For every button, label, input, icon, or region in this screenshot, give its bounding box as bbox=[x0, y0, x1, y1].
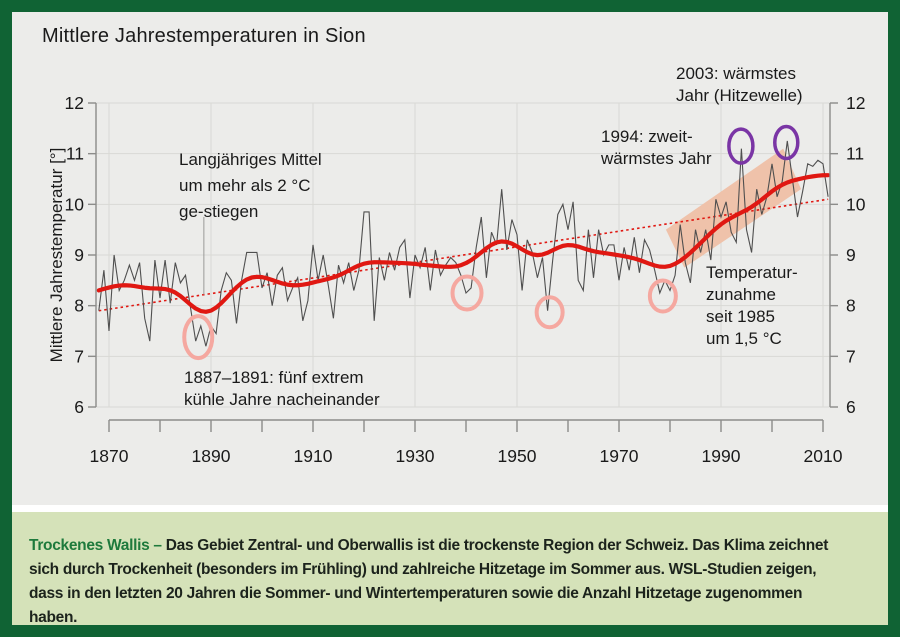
footer-text: Trockenes Wallis – Das Gebiet Zentral- u… bbox=[29, 534, 841, 630]
highlight-circle bbox=[773, 124, 800, 161]
y-tick-label-right: 9 bbox=[846, 245, 856, 265]
x-tick-label: 1990 bbox=[702, 446, 741, 466]
y-tick-label-left: 10 bbox=[65, 194, 85, 214]
trend-line bbox=[98, 198, 829, 312]
chart-title: Mittlere Jahrestemperaturen in Sion bbox=[42, 25, 366, 47]
annotation-warmest-2003: 2003: wärmstes Jahr (Hitzewelle) bbox=[676, 63, 803, 107]
x-tick-label: 2010 bbox=[804, 446, 843, 466]
annotation-line: Temperatur- bbox=[706, 263, 798, 282]
y-tick-label-left: 8 bbox=[74, 296, 84, 316]
highlight-circle bbox=[534, 295, 565, 330]
annotation-line: seit 1985 bbox=[706, 307, 775, 326]
annotation-line: 1994: zweit- bbox=[601, 127, 693, 146]
x-tick-label: 1890 bbox=[192, 446, 231, 466]
annotation-second-warmest-1994: 1994: zweit- wärmstes Jahr bbox=[601, 126, 712, 170]
footer-body: Das Gebiet Zentral- und Oberwallis ist d… bbox=[29, 537, 829, 626]
footer-panel bbox=[12, 512, 888, 625]
x-tick-label: 1870 bbox=[90, 446, 129, 466]
warming-band bbox=[665, 148, 802, 268]
annotation-line: 1887–1891: fünf extrem bbox=[184, 368, 364, 387]
y-axis-title: Mittlere Jahrestemperatur [°] bbox=[47, 147, 66, 363]
y-tick-label-right: 6 bbox=[846, 397, 856, 417]
y-tick-label-left: 12 bbox=[65, 93, 84, 113]
annotation-warming-since-1985: Temperatur- zunahme seit 1985 um 1,5 °C bbox=[706, 262, 798, 350]
highlight-circle bbox=[450, 274, 484, 312]
highlight-circle bbox=[647, 278, 678, 314]
x-tick-label: 1970 bbox=[600, 446, 639, 466]
annotation-line: zunahme bbox=[706, 285, 776, 304]
y-tick-label-left: 6 bbox=[74, 397, 84, 417]
footer-lead: Trockenes Wallis – bbox=[29, 537, 162, 554]
y-tick-label-right: 8 bbox=[846, 296, 856, 316]
annotation-line: um 1,5 °C bbox=[706, 329, 782, 348]
y-tick-label-right: 12 bbox=[846, 93, 865, 113]
annotation-line: ge-stiegen bbox=[179, 202, 259, 221]
smoothed-temperature-line bbox=[96, 173, 831, 314]
x-tick-label: 1930 bbox=[396, 446, 435, 466]
x-tick-label: 1910 bbox=[294, 446, 333, 466]
y-tick-label-right: 7 bbox=[846, 346, 856, 366]
annotation-line: wärmstes Jahr bbox=[601, 149, 712, 168]
annotation-cold-years: 1887–1891: fünf extrem kühle Jahre nache… bbox=[184, 367, 380, 411]
highlight-circle bbox=[182, 314, 215, 361]
y-tick-label-left: 7 bbox=[74, 346, 84, 366]
y-tick-label-right: 11 bbox=[846, 144, 864, 164]
x-tick-label: 1950 bbox=[498, 446, 537, 466]
annotation-line: Langjähriges Mittel bbox=[179, 150, 322, 169]
y-tick-label-right: 10 bbox=[846, 194, 866, 214]
highlight-circle bbox=[727, 127, 755, 165]
annotation-line: um mehr als 2 °C bbox=[179, 176, 311, 195]
annotation-line: Jahr (Hitzewelle) bbox=[676, 86, 803, 105]
annotation-long-term-mean: Langjähriges Mittel um mehr als 2 °C ge-… bbox=[179, 147, 322, 225]
y-tick-label-left: 9 bbox=[74, 245, 84, 265]
annotation-line: kühle Jahre nacheinander bbox=[184, 390, 380, 409]
annotation-line: 2003: wärmstes bbox=[676, 64, 796, 83]
y-tick-label-left: 11 bbox=[66, 144, 84, 164]
